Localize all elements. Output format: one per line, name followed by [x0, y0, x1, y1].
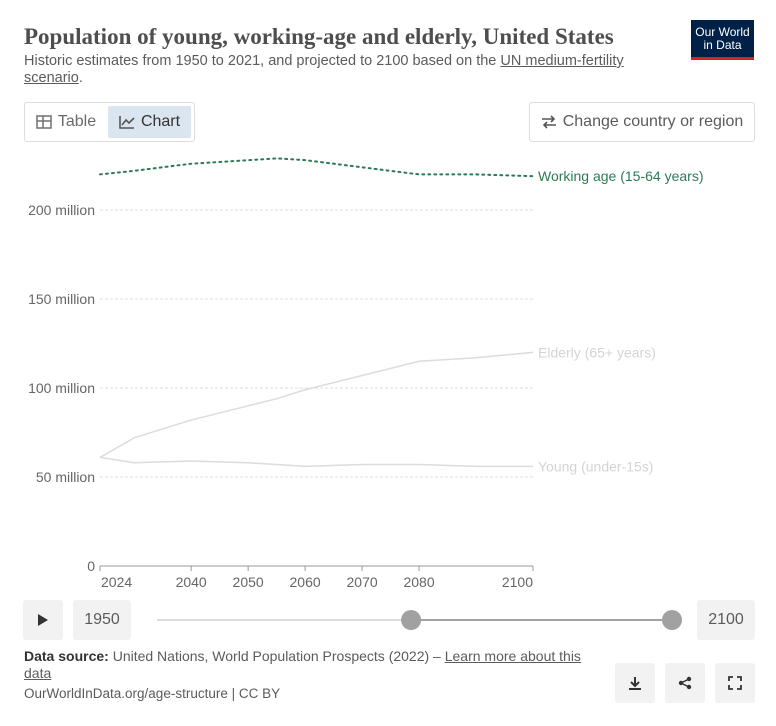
series-label: Young (under-15s) — [538, 458, 653, 474]
fullscreen-button[interactable] — [715, 663, 755, 703]
download-button[interactable] — [615, 663, 655, 703]
slider-handle[interactable] — [662, 610, 682, 630]
table-tab[interactable]: Table — [28, 106, 104, 138]
series-line — [99, 456, 533, 468]
y-tick-label: 150 million — [28, 291, 95, 307]
chart-subtitle: Historic estimates from 1950 to 2021, an… — [24, 53, 674, 87]
start-year[interactable]: 1950 — [73, 600, 131, 640]
y-tick-label: 50 million — [36, 469, 95, 485]
chart-title: Population of young, working-age and eld… — [24, 24, 614, 49]
series-line — [99, 157, 534, 178]
x-tick-label: 2080 — [403, 574, 434, 590]
x-tick-label: 2060 — [290, 574, 321, 590]
slider-handle[interactable] — [401, 610, 422, 630]
learn-more-link[interactable]: Learn more about this data — [24, 648, 581, 681]
swap-icon — [541, 115, 556, 129]
source-label: Data source: — [24, 648, 109, 664]
tab-label: Chart — [140, 113, 181, 130]
fullscreen-icon — [728, 676, 742, 690]
source-text: United Nations, World Population Prospec… — [108, 648, 445, 664]
tab-group — [24, 102, 195, 142]
x-tick-label: 2050 — [233, 574, 264, 590]
series-label: Elderly (65+ years) — [538, 344, 656, 360]
footer-credit: OurWorldInData.org/age-structure | CC BY — [24, 686, 281, 701]
chart-icon — [119, 116, 135, 129]
x-tick-label: 2070 — [347, 574, 378, 590]
share-icon — [678, 676, 692, 690]
button-label: Change country or region — [562, 113, 744, 130]
table-icon — [36, 115, 52, 129]
logo-text: in Data — [703, 38, 742, 52]
y-tick-label: 0 — [87, 558, 95, 574]
subtitle-text: . — [78, 70, 83, 86]
subtitle-link[interactable]: UN medium-fertility scenario — [24, 53, 624, 86]
x-tick-label: 2100 — [502, 574, 533, 590]
footer-source: Data source: United Nations, World Popul… — [24, 648, 594, 682]
chart: 0 50 million 100 million 150 million 200 mil… — [28, 157, 703, 590]
tab-label: Table — [57, 113, 97, 130]
x-tick-label: 2040 — [176, 574, 207, 590]
download-icon — [629, 677, 641, 690]
logo-text: Our World — [695, 25, 750, 39]
series-line — [99, 351, 534, 459]
end-year[interactable]: 2100 — [697, 600, 755, 640]
subtitle-text: Historic estimates from 1950 to 2021, an… — [24, 53, 501, 69]
series-label: Working age (15-64 years) — [538, 168, 703, 184]
play-button[interactable] — [23, 600, 63, 640]
y-tick-label: 100 million — [28, 380, 95, 396]
y-tick-label: 200 million — [28, 202, 95, 218]
timeline-slider[interactable] — [150, 605, 690, 635]
play-icon — [38, 614, 48, 626]
logo[interactable]: Our World in Data — [691, 20, 754, 60]
change-country-button[interactable]: Change country or region — [529, 102, 755, 142]
chart-tab[interactable]: Chart — [108, 106, 191, 138]
x-tick-label: 2024 — [101, 574, 132, 590]
share-button[interactable] — [665, 663, 705, 703]
